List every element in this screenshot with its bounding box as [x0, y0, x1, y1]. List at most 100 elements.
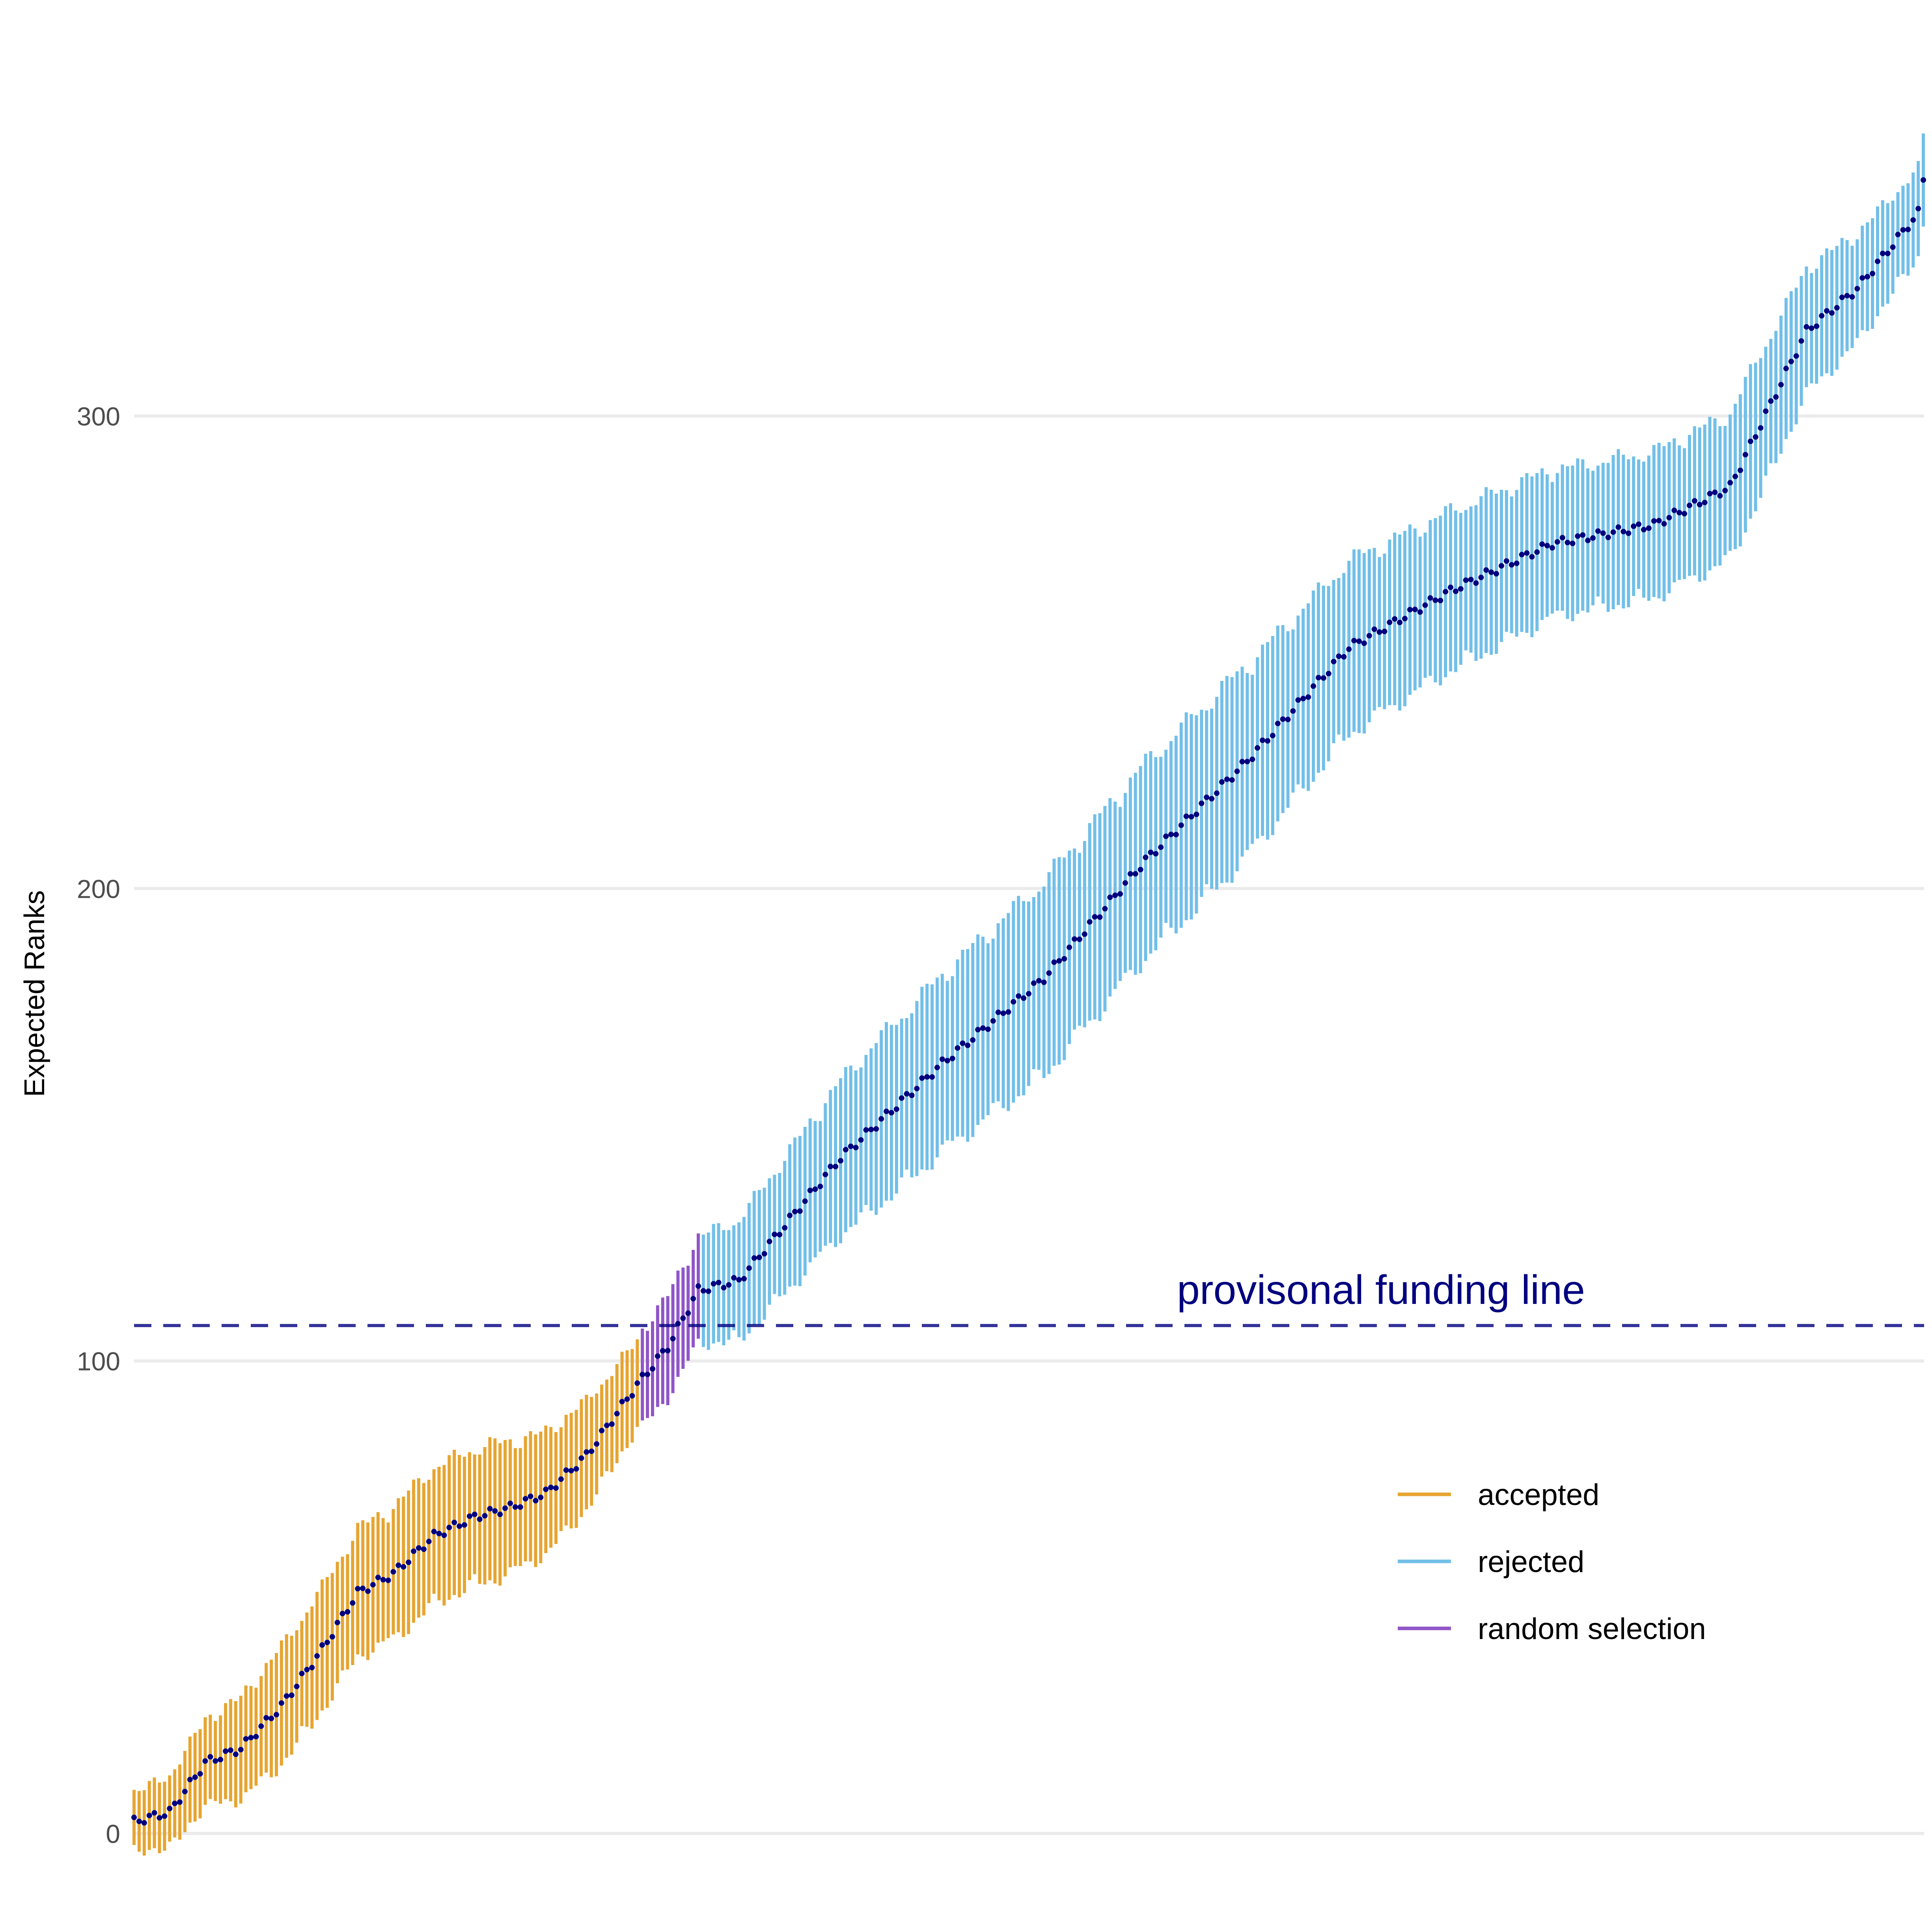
- rank-point: [1483, 567, 1489, 573]
- rank-point: [756, 1255, 762, 1261]
- rank-point: [1234, 768, 1240, 774]
- rank-point: [1534, 549, 1540, 555]
- rank-point: [899, 1095, 904, 1101]
- rank-point: [1859, 275, 1865, 281]
- rank-point: [223, 1748, 229, 1754]
- rank-point: [1021, 995, 1027, 1001]
- rank-point: [538, 1494, 544, 1500]
- rank-point: [1072, 936, 1078, 942]
- rank-point: [136, 1818, 142, 1824]
- rank-point: [1417, 609, 1423, 615]
- rank-point: [1260, 737, 1266, 743]
- rank-point: [401, 1564, 407, 1570]
- rank-point: [884, 1108, 890, 1114]
- rank-point: [1763, 408, 1769, 414]
- rank-point: [1824, 308, 1830, 314]
- legend: accepted rejected random selection: [1398, 1478, 1706, 1646]
- rank-point: [502, 1505, 508, 1511]
- rank-point: [1885, 250, 1891, 256]
- funding-line-label: provisonal funding line: [1177, 1267, 1585, 1313]
- rank-point: [1214, 790, 1220, 796]
- rank-point: [1554, 539, 1560, 545]
- rank-point: [782, 1225, 788, 1231]
- rank-point: [1910, 217, 1916, 223]
- rank-point: [1173, 832, 1179, 837]
- rank-point: [1295, 697, 1301, 703]
- rank-point: [741, 1276, 747, 1282]
- rank-point: [314, 1653, 320, 1659]
- rank-point: [878, 1116, 884, 1122]
- rank-point: [685, 1310, 691, 1316]
- rank-point: [1905, 226, 1911, 232]
- rank-point: [1722, 488, 1728, 494]
- rank-point: [1407, 607, 1413, 613]
- rank-point: [431, 1529, 437, 1535]
- rank-point: [1270, 733, 1276, 738]
- rank-point: [817, 1184, 823, 1190]
- rank-point: [1590, 535, 1596, 541]
- rank-point: [1519, 552, 1525, 558]
- rank-point: [1153, 851, 1159, 857]
- rank-point: [477, 1516, 483, 1522]
- rank-point: [1488, 569, 1494, 575]
- rank-point: [1031, 980, 1037, 986]
- rank-point: [1336, 653, 1342, 659]
- rank-point: [1275, 720, 1281, 726]
- rank-point: [461, 1522, 467, 1528]
- rank-point: [828, 1164, 834, 1169]
- rank-point: [1361, 640, 1367, 646]
- rank-point: [1199, 800, 1205, 806]
- rank-point: [1803, 324, 1809, 330]
- rank-point: [873, 1126, 879, 1132]
- rank-point: [863, 1127, 869, 1133]
- rank-point: [858, 1137, 864, 1143]
- rank-point: [1188, 814, 1194, 820]
- rank-point: [1621, 529, 1626, 535]
- rank-point: [1376, 629, 1382, 635]
- rank-point: [253, 1734, 259, 1740]
- rank-point: [167, 1805, 173, 1811]
- rank-point: [1509, 562, 1514, 568]
- rank-point: [1671, 507, 1677, 513]
- rank-point: [949, 1056, 955, 1061]
- rank-point: [711, 1281, 716, 1287]
- rank-point: [1529, 554, 1535, 560]
- rank-point: [1117, 891, 1123, 897]
- rank-point: [1280, 716, 1286, 722]
- rank-point: [487, 1506, 493, 1512]
- rank-point: [1453, 588, 1458, 594]
- rank-point: [640, 1372, 645, 1378]
- rank-point: [929, 1074, 935, 1080]
- rank-point: [248, 1734, 254, 1740]
- rank-point: [629, 1393, 635, 1399]
- rank-point: [1585, 537, 1591, 543]
- rank-point: [645, 1371, 651, 1377]
- rank-point: [1239, 759, 1245, 765]
- rank-point: [716, 1279, 722, 1285]
- rank-point: [1168, 832, 1174, 837]
- rank-point: [466, 1513, 472, 1519]
- rank-point: [512, 1504, 518, 1510]
- rank-point: [573, 1466, 579, 1472]
- rank-points: [131, 177, 1926, 1826]
- rank-point: [1783, 366, 1789, 371]
- rank-point: [131, 1815, 137, 1820]
- rank-point: [451, 1520, 457, 1525]
- rank-point: [888, 1110, 894, 1116]
- rank-point: [1255, 745, 1261, 751]
- y-tick-label: 200: [77, 874, 120, 903]
- rank-point: [1087, 919, 1093, 925]
- rank-point: [436, 1531, 442, 1537]
- rank-point: [1224, 776, 1230, 782]
- rank-point: [1076, 936, 1082, 942]
- rank-point: [441, 1532, 447, 1538]
- rank-point: [339, 1611, 345, 1617]
- rank-point: [1753, 434, 1759, 440]
- rank-point: [1595, 528, 1601, 534]
- rank-point: [213, 1758, 218, 1764]
- rank-point: [1768, 398, 1774, 404]
- rank-point: [736, 1277, 742, 1283]
- rank-point: [1346, 646, 1352, 652]
- rank-point: [1468, 576, 1474, 582]
- rank-point: [406, 1559, 412, 1565]
